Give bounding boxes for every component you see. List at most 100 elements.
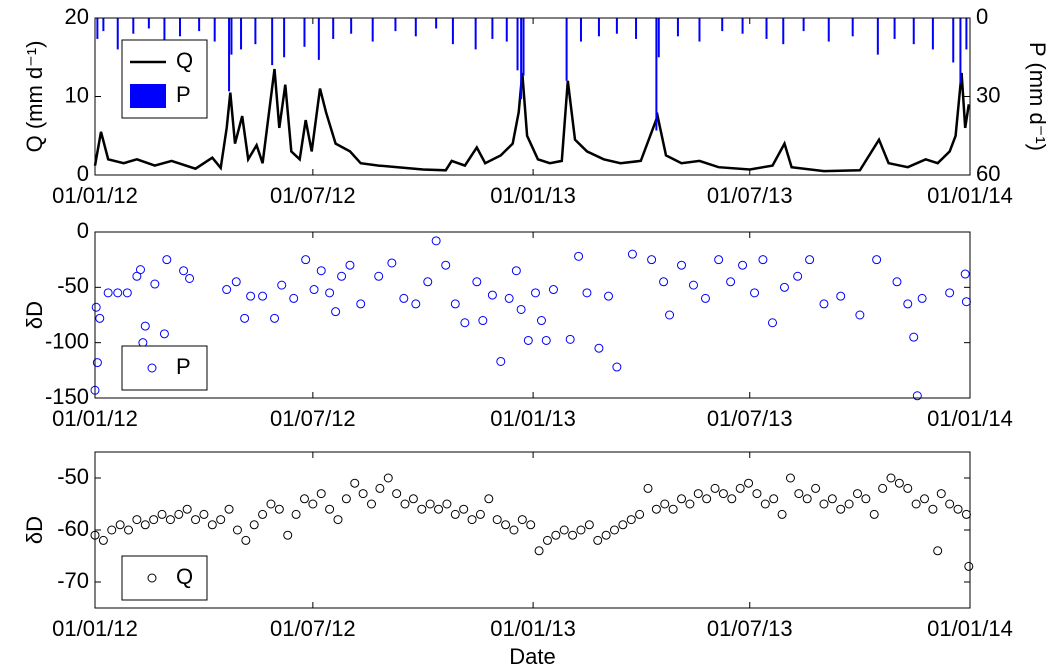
x-tick-label: 01/01/14	[927, 406, 1013, 431]
scatter-point	[374, 271, 384, 281]
precip-bar	[240, 18, 243, 50]
scatter-point	[207, 520, 217, 530]
x-tick-label: 01/01/14	[927, 183, 1013, 208]
y-tick-label: 10	[65, 82, 89, 107]
scatter-point	[308, 499, 318, 509]
scatter-point	[805, 255, 815, 265]
y-axis-label: Q (mm d⁻¹)	[22, 41, 47, 153]
x-tick-label: 01/01/12	[52, 406, 138, 431]
y-tick-label: -50	[57, 273, 89, 298]
y2-tick-label: 60	[976, 161, 1000, 186]
scatter-point	[467, 515, 477, 525]
scatter-point	[635, 509, 645, 519]
scatter-point	[411, 299, 421, 309]
scatter-point	[450, 509, 460, 519]
scatter-point	[95, 313, 105, 323]
scatter-point	[345, 260, 355, 270]
scatter-point	[912, 391, 922, 401]
scatter-point	[274, 504, 284, 514]
scatter-point	[793, 271, 803, 281]
scatter-point	[909, 332, 919, 342]
scatter-point	[165, 515, 175, 525]
scatter-point	[677, 494, 687, 504]
scatter-point	[150, 279, 160, 289]
scatter-point	[289, 293, 299, 303]
scatter-point	[517, 515, 527, 525]
scatter-point	[367, 499, 377, 509]
scatter-point	[492, 515, 502, 525]
scatter-point	[752, 489, 762, 499]
scatter-point	[509, 525, 519, 535]
scatter-point	[222, 285, 232, 295]
precip-bar	[876, 18, 879, 55]
scatter-point	[964, 561, 974, 571]
y-tick-label: -150	[45, 384, 89, 409]
scatter-point	[162, 255, 172, 265]
scatter-point	[945, 288, 955, 298]
precip-bar	[505, 18, 508, 42]
scatter-point	[122, 288, 132, 298]
precip-bar	[435, 18, 438, 29]
scatter-point	[744, 478, 754, 488]
scatter-point	[240, 313, 250, 323]
scatter-point	[750, 288, 760, 298]
scatter-point	[337, 271, 347, 281]
scatter-point	[651, 504, 661, 514]
precip-bar	[615, 18, 618, 34]
scatter-point	[91, 302, 101, 312]
scatter-point	[107, 525, 117, 535]
scatter-point	[726, 277, 736, 287]
scatter-point	[441, 260, 451, 270]
scatter-point	[886, 473, 896, 483]
scatter-point	[216, 515, 226, 525]
x-tick-label: 01/01/12	[52, 183, 138, 208]
scatter-point	[331, 307, 341, 317]
scatter-point	[423, 277, 433, 287]
scatter-point	[199, 509, 209, 519]
precip-bar	[522, 18, 525, 76]
scatter-point	[504, 293, 514, 303]
discharge-line	[93, 68, 971, 173]
scatter-point	[693, 489, 703, 499]
precip-bar	[931, 18, 934, 50]
scatter-point	[710, 483, 720, 493]
scatter-point	[113, 288, 123, 298]
scatter-point	[179, 266, 189, 276]
scatter-point	[738, 260, 748, 270]
scatter-point	[844, 499, 854, 509]
plot-frame	[94, 231, 971, 399]
scatter-point	[911, 499, 921, 509]
y-tick-label: -70	[57, 568, 89, 593]
y2-axis-label: P (mm d⁻¹)	[1025, 42, 1050, 151]
scatter-point	[819, 499, 829, 509]
scatter-point	[516, 304, 526, 314]
scatter-point	[727, 494, 737, 504]
scatter-point	[714, 255, 724, 265]
precip-bar	[254, 18, 257, 45]
scatter-point	[283, 530, 293, 540]
x-tick-label: 01/01/13	[490, 406, 576, 431]
scatter-point	[434, 504, 444, 514]
scatter-point	[936, 489, 946, 499]
scatter-point	[149, 515, 159, 525]
scatter-point	[408, 494, 418, 504]
scatter-point	[827, 494, 837, 504]
x-tick-label: 01/01/13	[490, 183, 576, 208]
legend-swatch	[147, 573, 157, 583]
precip-bar	[491, 18, 494, 39]
scatter-point	[626, 515, 636, 525]
scatter-point	[627, 249, 637, 259]
scatter-point	[392, 489, 402, 499]
scatter-point	[98, 535, 108, 545]
legend-label: P	[176, 82, 191, 107]
scatter-point	[855, 310, 865, 320]
scatter-point	[542, 535, 552, 545]
precip-bar	[96, 18, 99, 39]
scatter-point	[960, 269, 970, 279]
y-tick-label: 20	[65, 4, 89, 29]
precip-bar	[912, 18, 915, 45]
scatter-point	[758, 255, 768, 265]
precip-bar	[676, 18, 679, 37]
scatter-point	[702, 494, 712, 504]
scatter-point	[301, 255, 311, 265]
